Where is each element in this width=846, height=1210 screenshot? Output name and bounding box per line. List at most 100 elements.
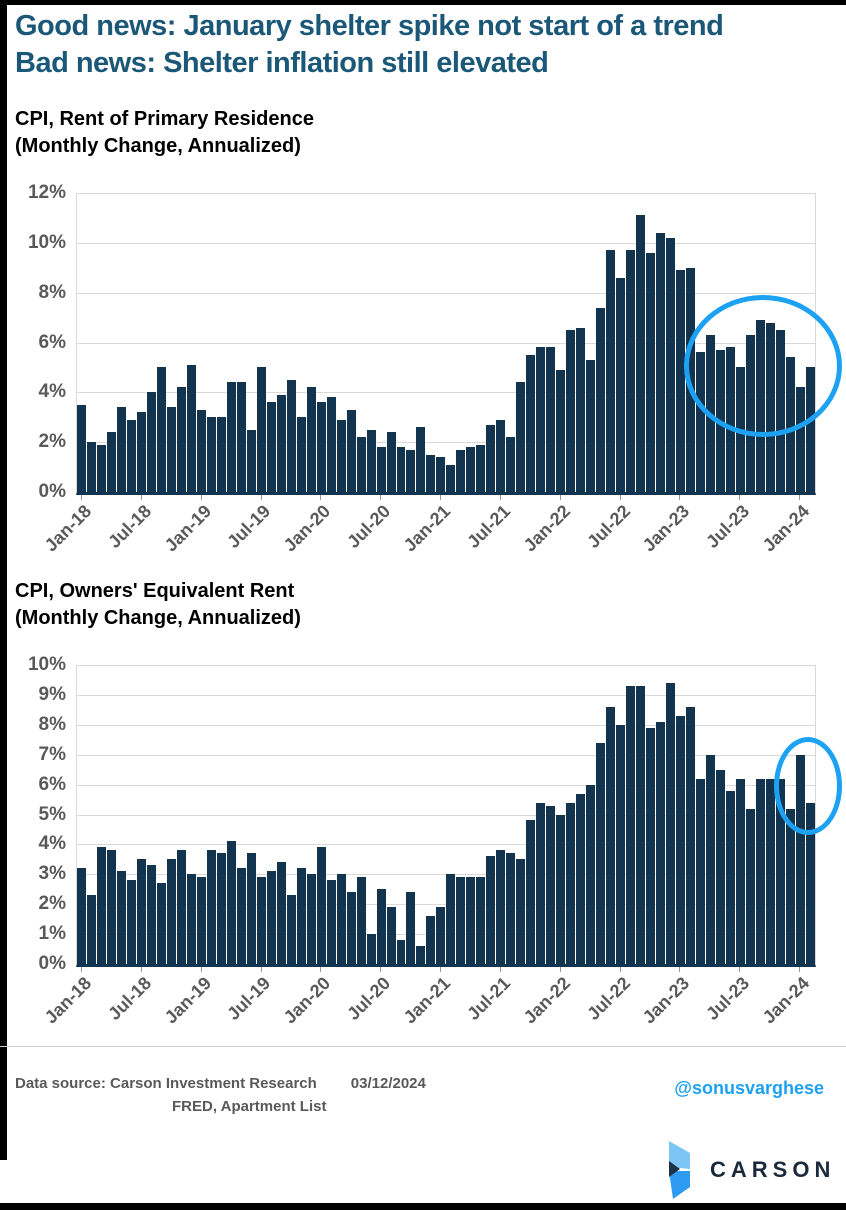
x-axis-tick-label: Jan-24 bbox=[758, 973, 814, 1028]
bar-May-20 bbox=[356, 437, 366, 492]
x-axis-tick bbox=[440, 967, 441, 972]
bar-Nov-19 bbox=[296, 417, 306, 492]
bar-Apr-23 bbox=[706, 754, 715, 964]
x-axis-tick bbox=[320, 495, 322, 500]
y-axis-tick-label: 6% bbox=[38, 331, 66, 353]
owners-equivalent-rent-chart: 10% 9% 8% 7% 6% 5% 4% 3% 2% 1% 0% Jan-18 Jul-18 Jan-1… bbox=[0, 654, 846, 1035]
bar-May-21 bbox=[476, 444, 486, 492]
x-axis-tick bbox=[200, 967, 202, 972]
x-axis-tick bbox=[140, 967, 142, 972]
x-axis-tick bbox=[559, 967, 561, 972]
bar-Jan-23 bbox=[676, 270, 686, 492]
x-axis-tick-label: Jan-22 bbox=[519, 501, 574, 556]
y-axis-tick-label: 10% bbox=[27, 231, 66, 253]
y-axis-tick-label: 2% bbox=[38, 893, 66, 915]
bar-series bbox=[77, 665, 815, 964]
y-axis-tick-label: 0% bbox=[38, 481, 66, 502]
x-axis-tick bbox=[380, 495, 382, 500]
bar-Dec-20 bbox=[426, 916, 436, 964]
x-axis-tick-label: Jul-19 bbox=[223, 501, 275, 552]
x-axis-tick bbox=[799, 967, 801, 972]
bar-Sep-20 bbox=[396, 940, 406, 964]
x-axis-tick bbox=[140, 495, 142, 500]
y-axis-tick-label: 9% bbox=[38, 683, 66, 705]
x-axis-tick-label: Jul-21 bbox=[463, 501, 515, 552]
bar-Dec-18 bbox=[186, 874, 196, 964]
x-axis-tick bbox=[499, 967, 501, 972]
bar-May-19 bbox=[236, 868, 246, 964]
bar-Oct-19 bbox=[286, 895, 296, 964]
bar-Oct-19 bbox=[286, 379, 296, 492]
bar-Apr-20 bbox=[346, 892, 356, 964]
bar-Jan-18 bbox=[77, 868, 86, 964]
bar-Oct-21 bbox=[526, 354, 536, 492]
gridline bbox=[77, 694, 815, 696]
carson-logo-icon bbox=[669, 1141, 690, 1199]
twitter-handle[interactable]: @sonusvarghese bbox=[674, 1078, 824, 1098]
bar-Mar-20 bbox=[336, 874, 346, 964]
bar-Jul-21 bbox=[496, 419, 506, 492]
bar-Oct-21 bbox=[526, 820, 536, 964]
bar-Jun-19 bbox=[246, 429, 256, 492]
x-axis-tick bbox=[260, 495, 262, 500]
bar-Sep-18 bbox=[156, 367, 166, 492]
bar-Sep-22 bbox=[636, 685, 646, 964]
bar-Mar-18 bbox=[96, 847, 106, 964]
oer-chart-plot-area bbox=[76, 665, 816, 967]
logo-blue-triangle bbox=[669, 1171, 690, 1199]
x-axis-tick bbox=[679, 495, 681, 500]
bar-Jan-19 bbox=[196, 877, 206, 964]
oer-chart-title-line2: (Monthly Change, Annualized) bbox=[15, 607, 301, 629]
data-source-date: 03/12/2024 bbox=[350, 1075, 426, 1092]
data-source-text: Data source: Carson Investment Research bbox=[15, 1075, 317, 1092]
x-axis-tick-label: Jan-18 bbox=[40, 501, 96, 556]
y-axis-tick-label: 4% bbox=[38, 833, 66, 855]
bar-Nov-23 bbox=[775, 778, 785, 964]
gridline bbox=[77, 442, 815, 444]
bar-Jan-21 bbox=[436, 907, 446, 964]
bar-Jun-22 bbox=[606, 706, 616, 964]
window-border-top bbox=[0, 0, 846, 5]
bar-Feb-18 bbox=[86, 895, 96, 964]
bar-Jun-21 bbox=[486, 424, 496, 492]
gridline bbox=[77, 342, 815, 344]
bar-Jan-20 bbox=[316, 402, 326, 492]
bar-Aug-21 bbox=[506, 853, 516, 964]
x-axis-tick bbox=[679, 967, 681, 972]
bar-Nov-22 bbox=[656, 721, 666, 964]
x-axis-tick-label: Jul-22 bbox=[582, 501, 634, 552]
gridline bbox=[77, 392, 815, 394]
x-axis-tick bbox=[739, 967, 741, 972]
bar-Dec-21 bbox=[546, 347, 556, 492]
bar-Feb-21 bbox=[446, 464, 456, 492]
bar-Nov-19 bbox=[296, 868, 306, 964]
gridline bbox=[77, 934, 815, 936]
y-axis-tick-label: 3% bbox=[38, 863, 66, 885]
bar-Jun-18 bbox=[126, 880, 136, 964]
bar-Feb-22 bbox=[566, 802, 576, 964]
bar-Aug-20 bbox=[386, 432, 396, 492]
bar-Dec-20 bbox=[426, 454, 436, 492]
x-axis-tick bbox=[619, 967, 621, 972]
bar-Jul-21 bbox=[496, 850, 506, 964]
gridline bbox=[77, 844, 815, 846]
gridline bbox=[77, 904, 815, 906]
bar-Mar-19 bbox=[216, 853, 226, 964]
bar-Aug-23 bbox=[745, 808, 755, 964]
bar-Jan-22 bbox=[556, 814, 566, 964]
x-axis-tick-label: Jan-21 bbox=[399, 501, 455, 556]
bar-Aug-18 bbox=[146, 392, 156, 492]
bar-Nov-18 bbox=[176, 387, 186, 492]
bar-Jul-22 bbox=[616, 724, 626, 964]
bar-Mar-22 bbox=[576, 327, 586, 492]
gridline bbox=[77, 292, 815, 294]
x-axis-tick-label: Jul-20 bbox=[343, 501, 395, 552]
bar-Mar-22 bbox=[576, 793, 586, 964]
data-source-text-line2: FRED, Apartment List bbox=[172, 1098, 327, 1115]
bar-Sep-23 bbox=[755, 778, 765, 964]
x-axis-tick-label: Jul-21 bbox=[463, 973, 515, 1024]
bar-Feb-19 bbox=[206, 850, 216, 964]
x-axis-tick-label: Jul-20 bbox=[343, 973, 395, 1024]
x-axis-tick bbox=[559, 495, 561, 500]
x-axis-tick bbox=[739, 495, 741, 500]
